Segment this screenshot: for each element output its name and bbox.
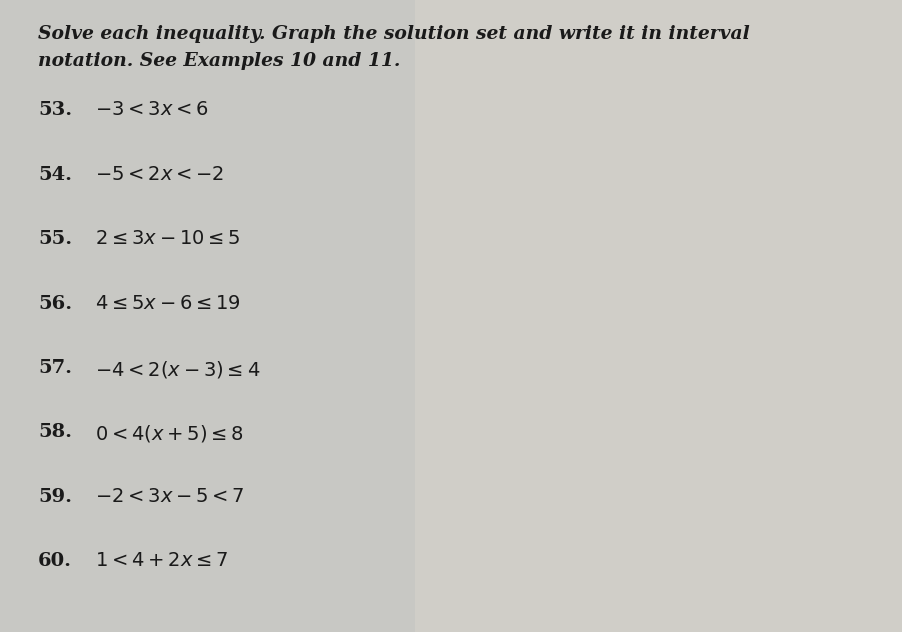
Text: 59.: 59.: [38, 488, 72, 506]
Text: 55.: 55.: [38, 230, 72, 248]
Text: $1 < 4 + 2x \leq 7$: $1 < 4 + 2x \leq 7$: [95, 552, 228, 570]
Text: $0 < 4(x + 5) \leq 8$: $0 < 4(x + 5) \leq 8$: [95, 423, 244, 444]
Text: 57.: 57.: [38, 359, 72, 377]
Text: Solve each inequality. Graph the solution set and write it in interval: Solve each inequality. Graph the solutio…: [38, 25, 750, 43]
Text: 60.: 60.: [38, 552, 72, 570]
Text: notation. See Examples 10 and 11.: notation. See Examples 10 and 11.: [38, 52, 400, 70]
Text: $-4 < 2(x - 3) \leq 4$: $-4 < 2(x - 3) \leq 4$: [95, 359, 260, 380]
FancyBboxPatch shape: [415, 0, 902, 632]
Text: 53.: 53.: [38, 101, 72, 119]
Text: $-3 < 3x < 6$: $-3 < 3x < 6$: [95, 101, 208, 119]
Text: 56.: 56.: [38, 295, 72, 312]
Text: 58.: 58.: [38, 423, 72, 441]
Text: $-5 < 2x < -2$: $-5 < 2x < -2$: [95, 166, 224, 183]
Text: $2 \leq 3x - 10 \leq 5$: $2 \leq 3x - 10 \leq 5$: [95, 230, 241, 248]
Text: $4 \leq 5x - 6 \leq 19$: $4 \leq 5x - 6 \leq 19$: [95, 295, 241, 312]
Text: 54.: 54.: [38, 166, 72, 183]
Text: $-2 < 3x - 5 < 7$: $-2 < 3x - 5 < 7$: [95, 488, 244, 506]
